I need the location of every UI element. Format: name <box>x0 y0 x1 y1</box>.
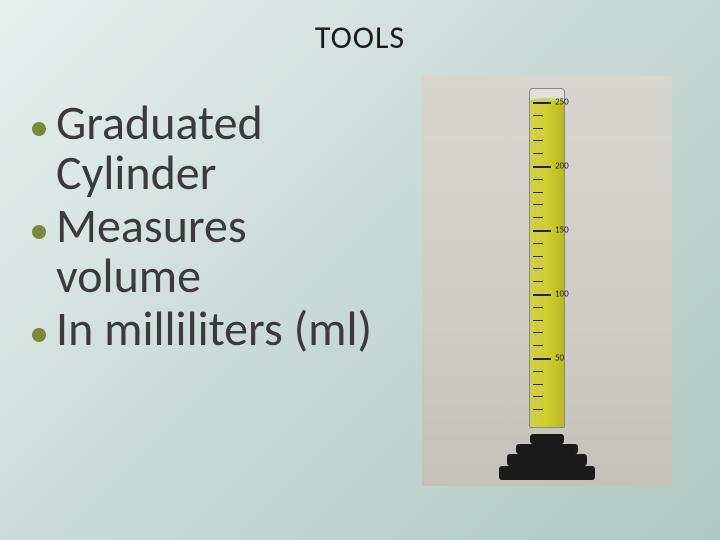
base-tier <box>499 466 595 480</box>
slide-title: TOOLS <box>0 18 720 57</box>
bullet-text: Measures volume <box>56 201 402 302</box>
bullet-list: Graduated CylinderMeasures volumeIn mill… <box>32 98 402 356</box>
graduated-cylinder: 50 100 150 200 250 <box>517 88 577 448</box>
tick-label: 150 <box>555 225 569 236</box>
tick-minor <box>533 217 543 218</box>
base-tier <box>530 434 564 444</box>
tick-minor <box>533 179 543 180</box>
base-tier <box>507 454 587 466</box>
bullet-text: Graduated Cylinder <box>56 98 402 199</box>
tick-minor <box>533 320 543 321</box>
tick-minor <box>533 128 543 129</box>
slide: TOOLS Graduated CylinderMeasures volumeI… <box>0 0 720 540</box>
tick-minor <box>533 140 543 141</box>
tick-minor <box>533 243 543 244</box>
tick-label: 200 <box>555 161 569 172</box>
tick-minor <box>533 256 543 257</box>
tick-major <box>533 294 551 296</box>
tick-minor <box>533 307 543 308</box>
tick-minor <box>533 384 543 385</box>
base-tier <box>516 444 578 454</box>
tick-minor <box>533 268 543 269</box>
tick-minor <box>533 345 543 346</box>
bullet-item: Measures volume <box>32 201 402 302</box>
bullet-text: In milliliters (ml) <box>56 304 372 354</box>
cylinder-base <box>499 434 595 480</box>
tick-major <box>533 358 551 360</box>
tick-minor <box>533 192 543 193</box>
tick-major <box>533 166 551 168</box>
tick-minor <box>533 396 543 397</box>
tick-minor <box>533 409 543 410</box>
bullet-dot-icon <box>32 122 46 136</box>
tick-minor <box>533 332 543 333</box>
tick-label: 250 <box>555 97 569 108</box>
cylinder-image: 50 100 150 200 250 <box>422 76 672 486</box>
tick-minor <box>533 371 543 372</box>
tick-label: 50 <box>555 353 564 364</box>
bullet-dot-icon <box>32 328 46 342</box>
tick-label: 100 <box>555 289 569 300</box>
tick-major <box>533 102 551 104</box>
tick-minor <box>533 115 543 116</box>
cylinder-ticks: 50100150200250 <box>529 88 565 428</box>
tick-minor <box>533 204 543 205</box>
bullet-item: Graduated Cylinder <box>32 98 402 199</box>
tick-major <box>533 230 551 232</box>
tick-minor <box>533 153 543 154</box>
bullet-dot-icon <box>32 225 46 239</box>
tick-minor <box>533 281 543 282</box>
bullet-item: In milliliters (ml) <box>32 304 402 354</box>
